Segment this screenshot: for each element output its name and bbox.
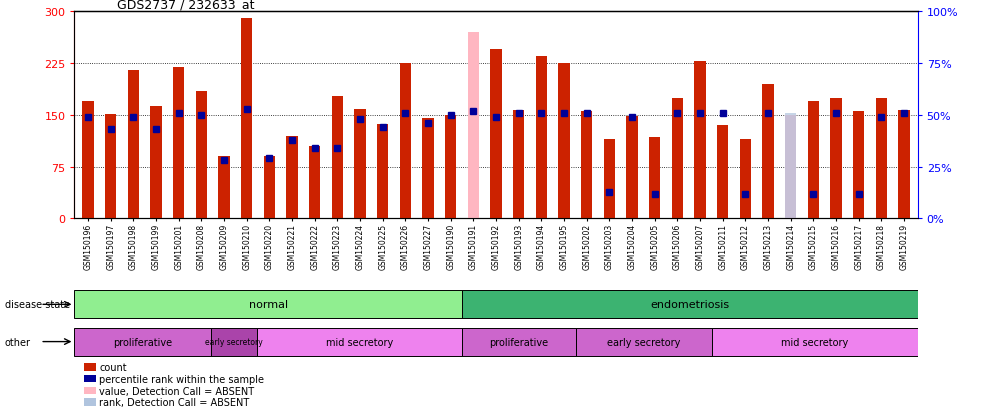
Bar	[626, 117, 638, 219]
Text: proliferative: proliferative	[113, 337, 173, 347]
Bar	[462, 328, 575, 356]
Text: percentile rank within the sample: percentile rank within the sample	[99, 374, 264, 384]
Bar	[287, 136, 298, 219]
Bar	[211, 328, 257, 356]
Text: normal: normal	[249, 299, 288, 310]
Bar	[604, 140, 615, 219]
Bar	[558, 64, 569, 219]
Bar	[672, 98, 683, 219]
Bar	[762, 85, 774, 219]
Text: other: other	[5, 337, 31, 347]
Bar	[128, 71, 139, 219]
Bar	[785, 116, 797, 219]
Bar	[575, 328, 712, 356]
Text: endometriosis: endometriosis	[650, 299, 729, 310]
Text: count: count	[99, 363, 127, 373]
Bar	[331, 96, 343, 219]
Bar	[467, 33, 479, 219]
Text: mid secretory: mid secretory	[325, 337, 393, 347]
Bar	[581, 112, 592, 219]
Text: mid secretory: mid secretory	[782, 337, 849, 347]
Bar	[74, 291, 462, 318]
Bar	[462, 291, 918, 318]
Bar	[400, 64, 411, 219]
Text: disease state: disease state	[5, 299, 70, 310]
Text: early secretory: early secretory	[205, 337, 263, 346]
Text: rank, Detection Call = ABSENT: rank, Detection Call = ABSENT	[99, 397, 249, 407]
Text: value, Detection Call = ABSENT: value, Detection Call = ABSENT	[99, 386, 254, 396]
Bar	[536, 57, 547, 219]
Bar	[490, 50, 502, 219]
Text: early secretory: early secretory	[607, 337, 681, 347]
Bar	[218, 157, 230, 219]
Bar	[257, 328, 462, 356]
Bar	[151, 107, 162, 219]
Bar	[853, 112, 864, 219]
Bar	[740, 140, 751, 219]
Bar	[82, 102, 93, 219]
Bar	[876, 98, 887, 219]
Bar	[241, 19, 252, 219]
Bar	[717, 126, 728, 219]
Text: proliferative: proliferative	[489, 337, 549, 347]
Bar	[377, 125, 388, 219]
Bar	[830, 98, 841, 219]
Bar	[105, 114, 116, 219]
Bar	[712, 328, 918, 356]
Bar	[513, 111, 525, 219]
Bar	[173, 67, 185, 219]
Bar	[74, 328, 211, 356]
Bar	[354, 110, 366, 219]
Bar	[309, 147, 320, 219]
Bar	[649, 138, 661, 219]
Bar	[899, 111, 910, 219]
Bar	[264, 157, 275, 219]
Text: GDS2737 / 232633_at: GDS2737 / 232633_at	[116, 0, 254, 11]
Bar	[195, 92, 207, 219]
Bar	[423, 119, 434, 219]
Bar	[785, 114, 797, 219]
Bar	[807, 102, 819, 219]
Bar	[445, 116, 456, 219]
Bar	[694, 62, 705, 219]
